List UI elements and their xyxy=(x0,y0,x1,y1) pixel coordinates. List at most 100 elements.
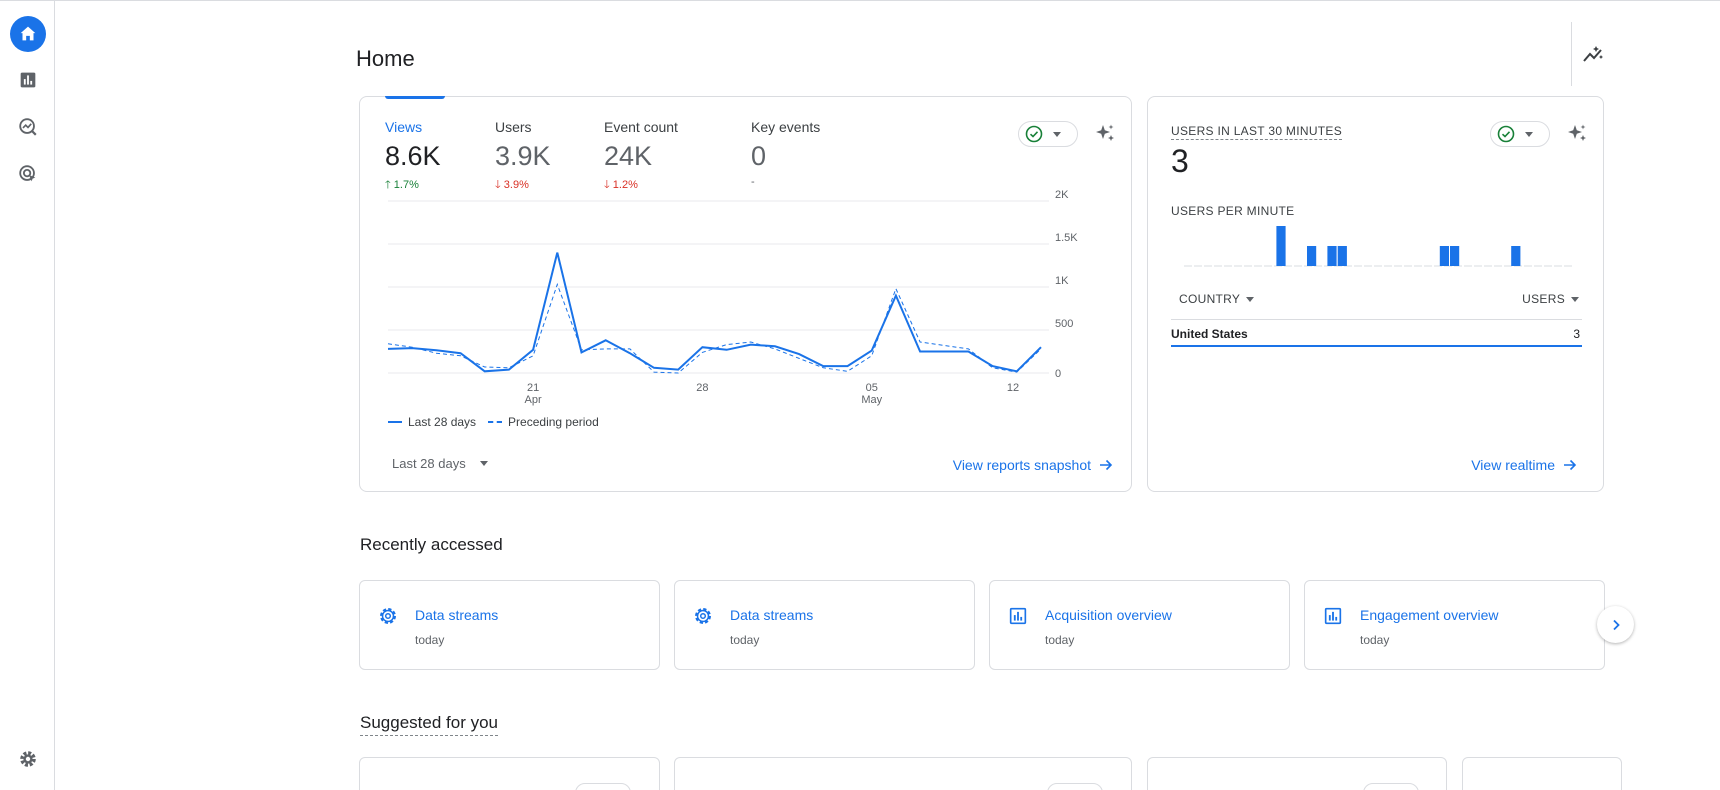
recent-item-time: today xyxy=(1360,633,1390,647)
insights-icon xyxy=(1583,46,1603,62)
y-tick-label: 1.5K xyxy=(1055,232,1078,244)
users-per-minute-chart xyxy=(1184,226,1572,267)
legend-dashed-swatch xyxy=(488,421,503,423)
y-tick-label: 2K xyxy=(1055,189,1069,201)
recent-item-data-streams[interactable]: Data streams today xyxy=(359,580,660,670)
nav-explore-button[interactable] xyxy=(10,109,46,145)
view-realtime-link[interactable]: View realtime xyxy=(1471,457,1577,473)
view-reports-snapshot-link[interactable]: View reports snapshot xyxy=(953,457,1113,473)
minute-bar[interactable] xyxy=(1511,246,1521,266)
suggested-card[interactable] xyxy=(674,757,1132,790)
link-label: View realtime xyxy=(1471,457,1555,473)
x-tick-label: 05 xyxy=(866,382,878,394)
column-label: COUNTRY xyxy=(1179,292,1241,306)
minute-bar[interactable] xyxy=(1337,246,1347,266)
metric-views[interactable]: Views 8.6K 🡑 1.7% xyxy=(385,119,441,195)
page-title: Home xyxy=(356,46,415,71)
realtime-value: 3 xyxy=(1171,143,1189,179)
users-column-dropdown[interactable]: USERS xyxy=(1522,292,1579,306)
nav-advertising-button[interactable] xyxy=(10,156,46,192)
metric-key-events[interactable]: Key events 0 - xyxy=(751,119,820,188)
arrow-right-icon xyxy=(1100,459,1113,471)
nav-reports-button[interactable] xyxy=(10,62,46,98)
minute-bar[interactable] xyxy=(1276,226,1286,266)
left-nav-rail xyxy=(0,1,55,790)
ai-insights-button[interactable] xyxy=(1092,121,1118,147)
arrow-down-icon: 🡓 xyxy=(495,179,501,191)
arrow-up-icon: 🡑 xyxy=(385,179,391,191)
x-tick-label: 28 xyxy=(696,382,708,394)
suggested-card[interactable] xyxy=(1147,757,1447,790)
minute-bar[interactable] xyxy=(1327,246,1337,266)
country-cell: United States xyxy=(1171,327,1248,341)
metric-label: Key events xyxy=(751,119,821,135)
chevron-down-icon xyxy=(1053,131,1061,137)
explore-icon xyxy=(19,118,37,136)
metric-label: Views xyxy=(385,119,423,135)
series-line-last-28-days xyxy=(387,252,1042,373)
column-label: USERS xyxy=(1522,292,1565,306)
metric-value: 24K xyxy=(604,141,653,171)
nav-home-button[interactable] xyxy=(10,16,46,52)
realtime-data-quality-dropdown[interactable] xyxy=(1490,121,1550,147)
recent-item-acquisition-overview[interactable]: Acquisition overview today xyxy=(989,580,1290,670)
recent-item-engagement-overview[interactable]: Engagement overview today xyxy=(1304,580,1605,670)
legend-entry: Last 28 days xyxy=(408,415,477,429)
sparkle-icon xyxy=(1096,124,1114,141)
check-circle-icon xyxy=(1025,125,1043,143)
insights-button[interactable] xyxy=(1578,40,1608,70)
x-tick-label: 12 xyxy=(1007,382,1019,394)
realtime-card: USERS IN LAST 30 MINUTES 3 USERS PER MIN… xyxy=(1147,96,1604,492)
metric-delta: 🡓 1.2% xyxy=(604,179,638,191)
nav-settings-button[interactable] xyxy=(10,741,46,777)
sparkle-icon xyxy=(1568,124,1586,141)
date-range-dropdown[interactable]: Last 28 days xyxy=(392,456,488,471)
suggested-title[interactable]: Suggested for you xyxy=(360,713,498,736)
recent-item-data-streams[interactable]: Data streams today xyxy=(674,580,975,670)
data-quality-dropdown[interactable] xyxy=(1018,121,1078,147)
report-icon xyxy=(1009,607,1027,625)
suggested-card[interactable] xyxy=(359,757,660,790)
minute-bar[interactable] xyxy=(1450,246,1460,266)
country-column-dropdown[interactable]: COUNTRY xyxy=(1179,292,1255,306)
minute-bar[interactable] xyxy=(1307,246,1317,266)
x-tick-month-label: May xyxy=(861,394,882,406)
metric-value: 8.6K xyxy=(385,141,441,171)
metric-delta: 🡓 3.9% xyxy=(495,179,529,191)
suggested-card-control xyxy=(1363,783,1419,790)
legend-solid-swatch xyxy=(388,421,402,423)
gear-icon xyxy=(695,608,711,624)
x-tick-month-label: Apr xyxy=(525,394,542,406)
suggested-card[interactable] xyxy=(1462,757,1622,790)
date-range-label: Last 28 days xyxy=(392,456,466,471)
metric-users[interactable]: Users 3.9K 🡓 3.9% xyxy=(495,119,551,195)
recent-item-name: Data streams xyxy=(730,607,814,623)
users-cell: 3 xyxy=(1573,327,1580,341)
chart-legend: Last 28 days Preceding period xyxy=(388,415,599,429)
series-line-preceding-period xyxy=(387,282,1042,374)
table-row[interactable]: United States 3 xyxy=(1171,319,1582,347)
recent-item-name: Acquisition overview xyxy=(1045,607,1172,623)
recent-item-time: today xyxy=(1045,633,1075,647)
y-tick-label: 0 xyxy=(1055,368,1061,380)
recent-item-time: today xyxy=(730,633,760,647)
metric-value: 3.9K xyxy=(495,141,551,171)
chevron-right-icon xyxy=(1612,619,1620,630)
check-circle-icon xyxy=(1497,125,1515,143)
gear-icon xyxy=(380,608,396,624)
metric-event-count[interactable]: Event count 24K 🡓 1.2% xyxy=(604,119,678,195)
recent-next-button[interactable] xyxy=(1597,606,1634,643)
realtime-title[interactable]: USERS IN LAST 30 MINUTES xyxy=(1171,124,1343,140)
chart-grid xyxy=(388,200,1049,374)
arrow-down-icon: 🡓 xyxy=(604,179,610,191)
realtime-ai-insights-button[interactable] xyxy=(1564,121,1590,147)
chevron-down-icon xyxy=(1571,296,1579,302)
metric-delta: 🡑 1.7% xyxy=(385,179,419,191)
suggested-card-control xyxy=(1047,783,1103,790)
overview-card: Views 8.6K 🡑 1.7% Users 3.9K 🡓 3.9% Even… xyxy=(359,96,1132,492)
minute-bar[interactable] xyxy=(1439,246,1449,266)
gear-icon xyxy=(20,751,36,767)
